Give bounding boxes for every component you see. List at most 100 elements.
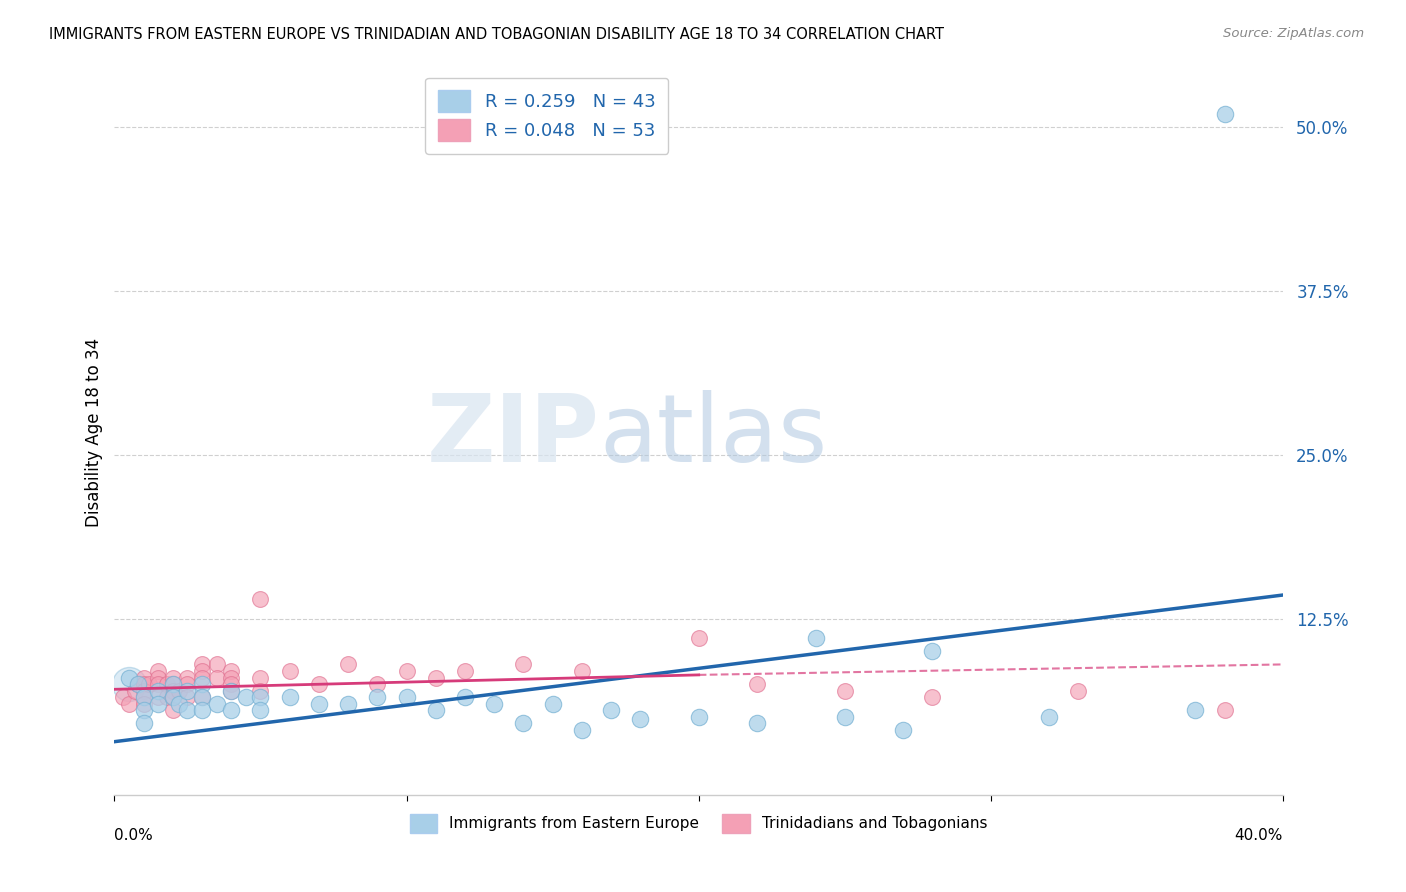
Point	[148, 690, 170, 705]
Point	[571, 723, 593, 737]
Point	[571, 664, 593, 678]
Point	[124, 683, 146, 698]
Point	[482, 697, 505, 711]
Point	[176, 683, 198, 698]
Point	[132, 690, 155, 705]
Point	[162, 677, 184, 691]
Point	[278, 664, 301, 678]
Point	[804, 631, 827, 645]
Point	[138, 677, 160, 691]
Point	[176, 671, 198, 685]
Point	[1038, 710, 1060, 724]
Point	[688, 710, 710, 724]
Point	[249, 591, 271, 606]
Point	[1213, 703, 1236, 717]
Point	[337, 697, 360, 711]
Point	[156, 690, 179, 705]
Point	[512, 657, 534, 672]
Y-axis label: Disability Age 18 to 34: Disability Age 18 to 34	[86, 337, 103, 526]
Point	[249, 683, 271, 698]
Point	[308, 677, 330, 691]
Point	[127, 677, 149, 691]
Point	[132, 671, 155, 685]
Point	[921, 690, 943, 705]
Point	[162, 690, 184, 705]
Point	[148, 697, 170, 711]
Point	[118, 697, 141, 711]
Point	[205, 657, 228, 672]
Point	[249, 690, 271, 705]
Point	[512, 716, 534, 731]
Point	[132, 697, 155, 711]
Point	[395, 690, 418, 705]
Point	[132, 716, 155, 731]
Point	[628, 713, 651, 727]
Point	[1184, 703, 1206, 717]
Point	[395, 664, 418, 678]
Point	[454, 664, 477, 678]
Point	[191, 677, 214, 691]
Point	[219, 683, 242, 698]
Point	[176, 690, 198, 705]
Point	[541, 697, 564, 711]
Point	[162, 683, 184, 698]
Point	[747, 716, 769, 731]
Point	[278, 690, 301, 705]
Point	[425, 671, 447, 685]
Point	[205, 671, 228, 685]
Point	[308, 697, 330, 711]
Point	[191, 690, 214, 705]
Text: IMMIGRANTS FROM EASTERN EUROPE VS TRINIDADIAN AND TOBAGONIAN DISABILITY AGE 18 T: IMMIGRANTS FROM EASTERN EUROPE VS TRINID…	[49, 27, 945, 42]
Point	[219, 671, 242, 685]
Point	[249, 703, 271, 717]
Point	[191, 664, 214, 678]
Point	[219, 664, 242, 678]
Point	[156, 677, 179, 691]
Point	[148, 671, 170, 685]
Point	[366, 690, 388, 705]
Point	[191, 690, 214, 705]
Point	[834, 683, 856, 698]
Point	[454, 690, 477, 705]
Text: 40.0%: 40.0%	[1234, 828, 1284, 843]
Point	[688, 631, 710, 645]
Point	[205, 697, 228, 711]
Text: 0.0%: 0.0%	[114, 828, 153, 843]
Point	[219, 677, 242, 691]
Point	[162, 671, 184, 685]
Point	[162, 690, 184, 705]
Point	[1213, 107, 1236, 121]
Point	[235, 690, 257, 705]
Point	[747, 677, 769, 691]
Point	[127, 677, 149, 691]
Point	[148, 664, 170, 678]
Point	[148, 683, 170, 698]
Point	[162, 703, 184, 717]
Point	[191, 671, 214, 685]
Point	[219, 683, 242, 698]
Point	[249, 671, 271, 685]
Point	[167, 683, 190, 698]
Point	[132, 677, 155, 691]
Point	[132, 703, 155, 717]
Point	[219, 703, 242, 717]
Point	[191, 657, 214, 672]
Point	[191, 703, 214, 717]
Point	[834, 710, 856, 724]
Point	[132, 683, 155, 698]
Point	[891, 723, 914, 737]
Point	[600, 703, 623, 717]
Point	[337, 657, 360, 672]
Text: ZIP: ZIP	[426, 390, 599, 482]
Legend: Immigrants from Eastern Europe, Trinidadians and Tobagonians: Immigrants from Eastern Europe, Trinidad…	[404, 808, 994, 838]
Point	[366, 677, 388, 691]
Point	[118, 671, 141, 685]
Point	[176, 677, 198, 691]
Point	[148, 677, 170, 691]
Point	[118, 677, 141, 691]
Point	[112, 690, 135, 705]
Point	[921, 644, 943, 658]
Text: atlas: atlas	[599, 390, 828, 482]
Point	[176, 703, 198, 717]
Point	[132, 690, 155, 705]
